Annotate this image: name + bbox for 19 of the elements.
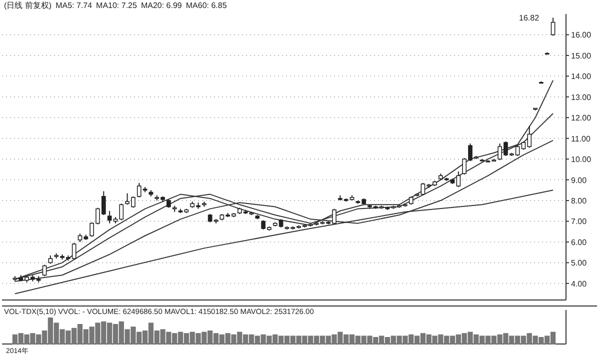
- y-tick-label: 6.00: [571, 238, 588, 247]
- annotation: 16.82: [519, 14, 540, 23]
- y-tick-label: 16.00: [571, 30, 592, 40]
- y-tick-label: 15.00: [571, 51, 592, 60]
- text: MA60: 6.85: [186, 1, 228, 10]
- text: MA10: 7.25: [96, 1, 138, 10]
- y-tick-label: 13.00: [571, 92, 592, 102]
- y-tick-label: 10.00: [571, 155, 592, 164]
- y-tick-label: 11.00: [571, 134, 591, 144]
- y-tick-label: 14.00: [571, 72, 592, 82]
- text: MA5: 7.74: [56, 1, 93, 10]
- text: MA20: 6.99: [140, 1, 182, 10]
- y-tick-label: 7.00: [571, 217, 588, 226]
- y-tick-label: 8.00: [571, 196, 588, 206]
- y-tick-label: 12.00: [571, 114, 592, 123]
- chart-title: (日线 前复权): [4, 1, 52, 10]
- y-tick-label: 9.00: [571, 176, 588, 185]
- y-tick-label: 5.00: [571, 258, 588, 268]
- y-tick-label: 4.00: [571, 279, 588, 288]
